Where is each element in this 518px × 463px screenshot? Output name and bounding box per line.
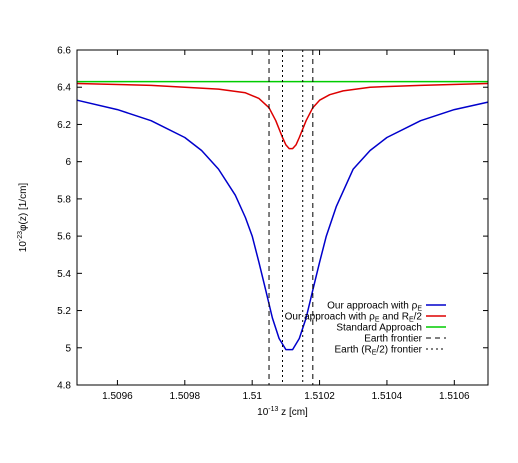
y-tick-label: 6.6 bbox=[57, 46, 71, 57]
y-tick-label: 5.8 bbox=[57, 194, 71, 205]
x-axis-label-text: z [cm] bbox=[278, 407, 308, 418]
x-tick-label: 1.5096 bbox=[102, 391, 133, 402]
legend-label-1: Our approach with ρE and RE/2 bbox=[285, 312, 423, 324]
x-tick-label: 1.5106 bbox=[439, 391, 470, 402]
axis-ticks bbox=[77, 49, 488, 386]
legend-name-sub: E bbox=[372, 350, 377, 357]
y-axis-label-text: φ(z) [1/cm] bbox=[18, 183, 29, 231]
legend-name-tail: and R bbox=[380, 312, 409, 323]
y-axis-label: 10-23φ(z) [1/cm] bbox=[17, 183, 29, 253]
y-tick-label: 5.4 bbox=[57, 269, 71, 280]
x-axis-label-base: 10 bbox=[257, 407, 269, 418]
series-0-line bbox=[76, 99, 489, 351]
legend-name-main: Earth frontier bbox=[364, 334, 422, 345]
legend-label-4: Earth (RE/2) frontier bbox=[335, 345, 423, 357]
legend-name-main: Standard Approach bbox=[336, 323, 422, 334]
tick-labels: 1.5096 1.5098 1.51 1.5102 1.5104 1.5106 4.8 5 5.… bbox=[57, 46, 470, 403]
y-tick-label: 6 bbox=[65, 157, 71, 168]
x-tick-label: 1.51 bbox=[242, 391, 262, 402]
y-tick-label: 5 bbox=[65, 343, 71, 354]
x-tick-label: 1.5102 bbox=[304, 391, 335, 402]
data-lines bbox=[76, 50, 489, 385]
legend-name-main: Our approach with ρ bbox=[285, 312, 375, 323]
legend-name-sub: E bbox=[417, 306, 422, 313]
y-tick-label: 5.2 bbox=[57, 306, 71, 317]
legend-name-main: Our approach with ρ bbox=[327, 301, 417, 312]
series-1-line bbox=[76, 82, 489, 150]
legend-name-sub: E bbox=[375, 317, 380, 324]
y-tick-label: 6.2 bbox=[57, 120, 71, 131]
x-tick-label: 1.5104 bbox=[372, 391, 403, 402]
plot-frame bbox=[76, 49, 489, 386]
y-tick-label: 5.6 bbox=[57, 232, 71, 243]
legend-label-3: Earth frontier bbox=[364, 334, 422, 345]
legend-label-2: Standard Approach bbox=[336, 323, 422, 334]
y-tick-label: 4.8 bbox=[57, 381, 71, 392]
x-tick-label: 1.5098 bbox=[170, 391, 201, 402]
legend-name-tail: /2) frontier bbox=[376, 345, 422, 356]
y-axis-label-base: 10 bbox=[18, 241, 29, 253]
y-tick-label: 6.4 bbox=[57, 83, 71, 94]
x-axis-label-exponent: -13 bbox=[268, 406, 278, 413]
legend-name-main: Earth (R bbox=[335, 345, 372, 356]
legend-name-tail2: /2 bbox=[414, 312, 423, 323]
y-axis-label-exponent: -23 bbox=[17, 231, 24, 241]
x-axis-label: 10-13 z [cm] bbox=[257, 406, 308, 418]
legend-name-sub2: E bbox=[409, 317, 414, 324]
legend-label-0: Our approach with ρE bbox=[327, 301, 422, 313]
